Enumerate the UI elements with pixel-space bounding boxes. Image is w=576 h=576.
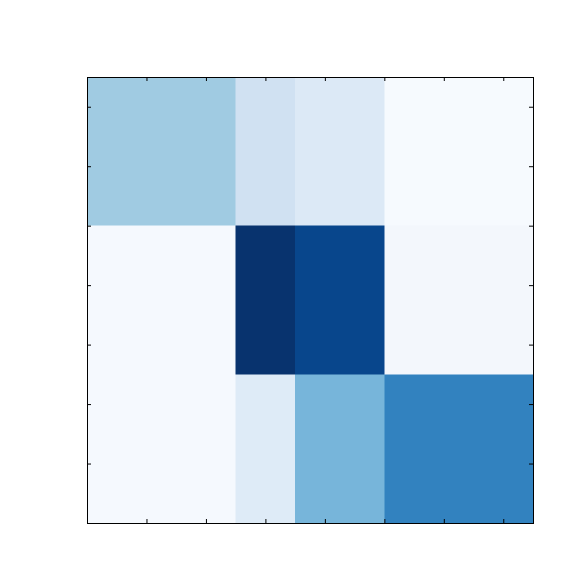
heatmap-cell-r1-c0 (87, 225, 236, 375)
heatmap-cell-r2-c1 (235, 374, 296, 523)
heatmap-cell-r0-c1 (235, 77, 296, 226)
heatmap-cell-r0-c3 (384, 77, 533, 226)
heatmap-cell-r2-c0 (87, 374, 236, 523)
heatmap-cell-r1-c1 (235, 225, 296, 375)
plot-frame (87, 77, 534, 524)
heatmap-cell-r2-c2 (295, 374, 385, 523)
heatmap-cell-r1-c2 (295, 225, 385, 375)
heatmap-cell-r1-c3 (384, 225, 533, 375)
heatmap-cell-r0-c2 (295, 77, 385, 226)
heatmap-cell-r2-c3 (384, 374, 533, 523)
axis-ticks (87, 77, 533, 523)
heatmap-cell-r0-c0 (87, 77, 236, 226)
heatmap-cells (87, 77, 533, 523)
